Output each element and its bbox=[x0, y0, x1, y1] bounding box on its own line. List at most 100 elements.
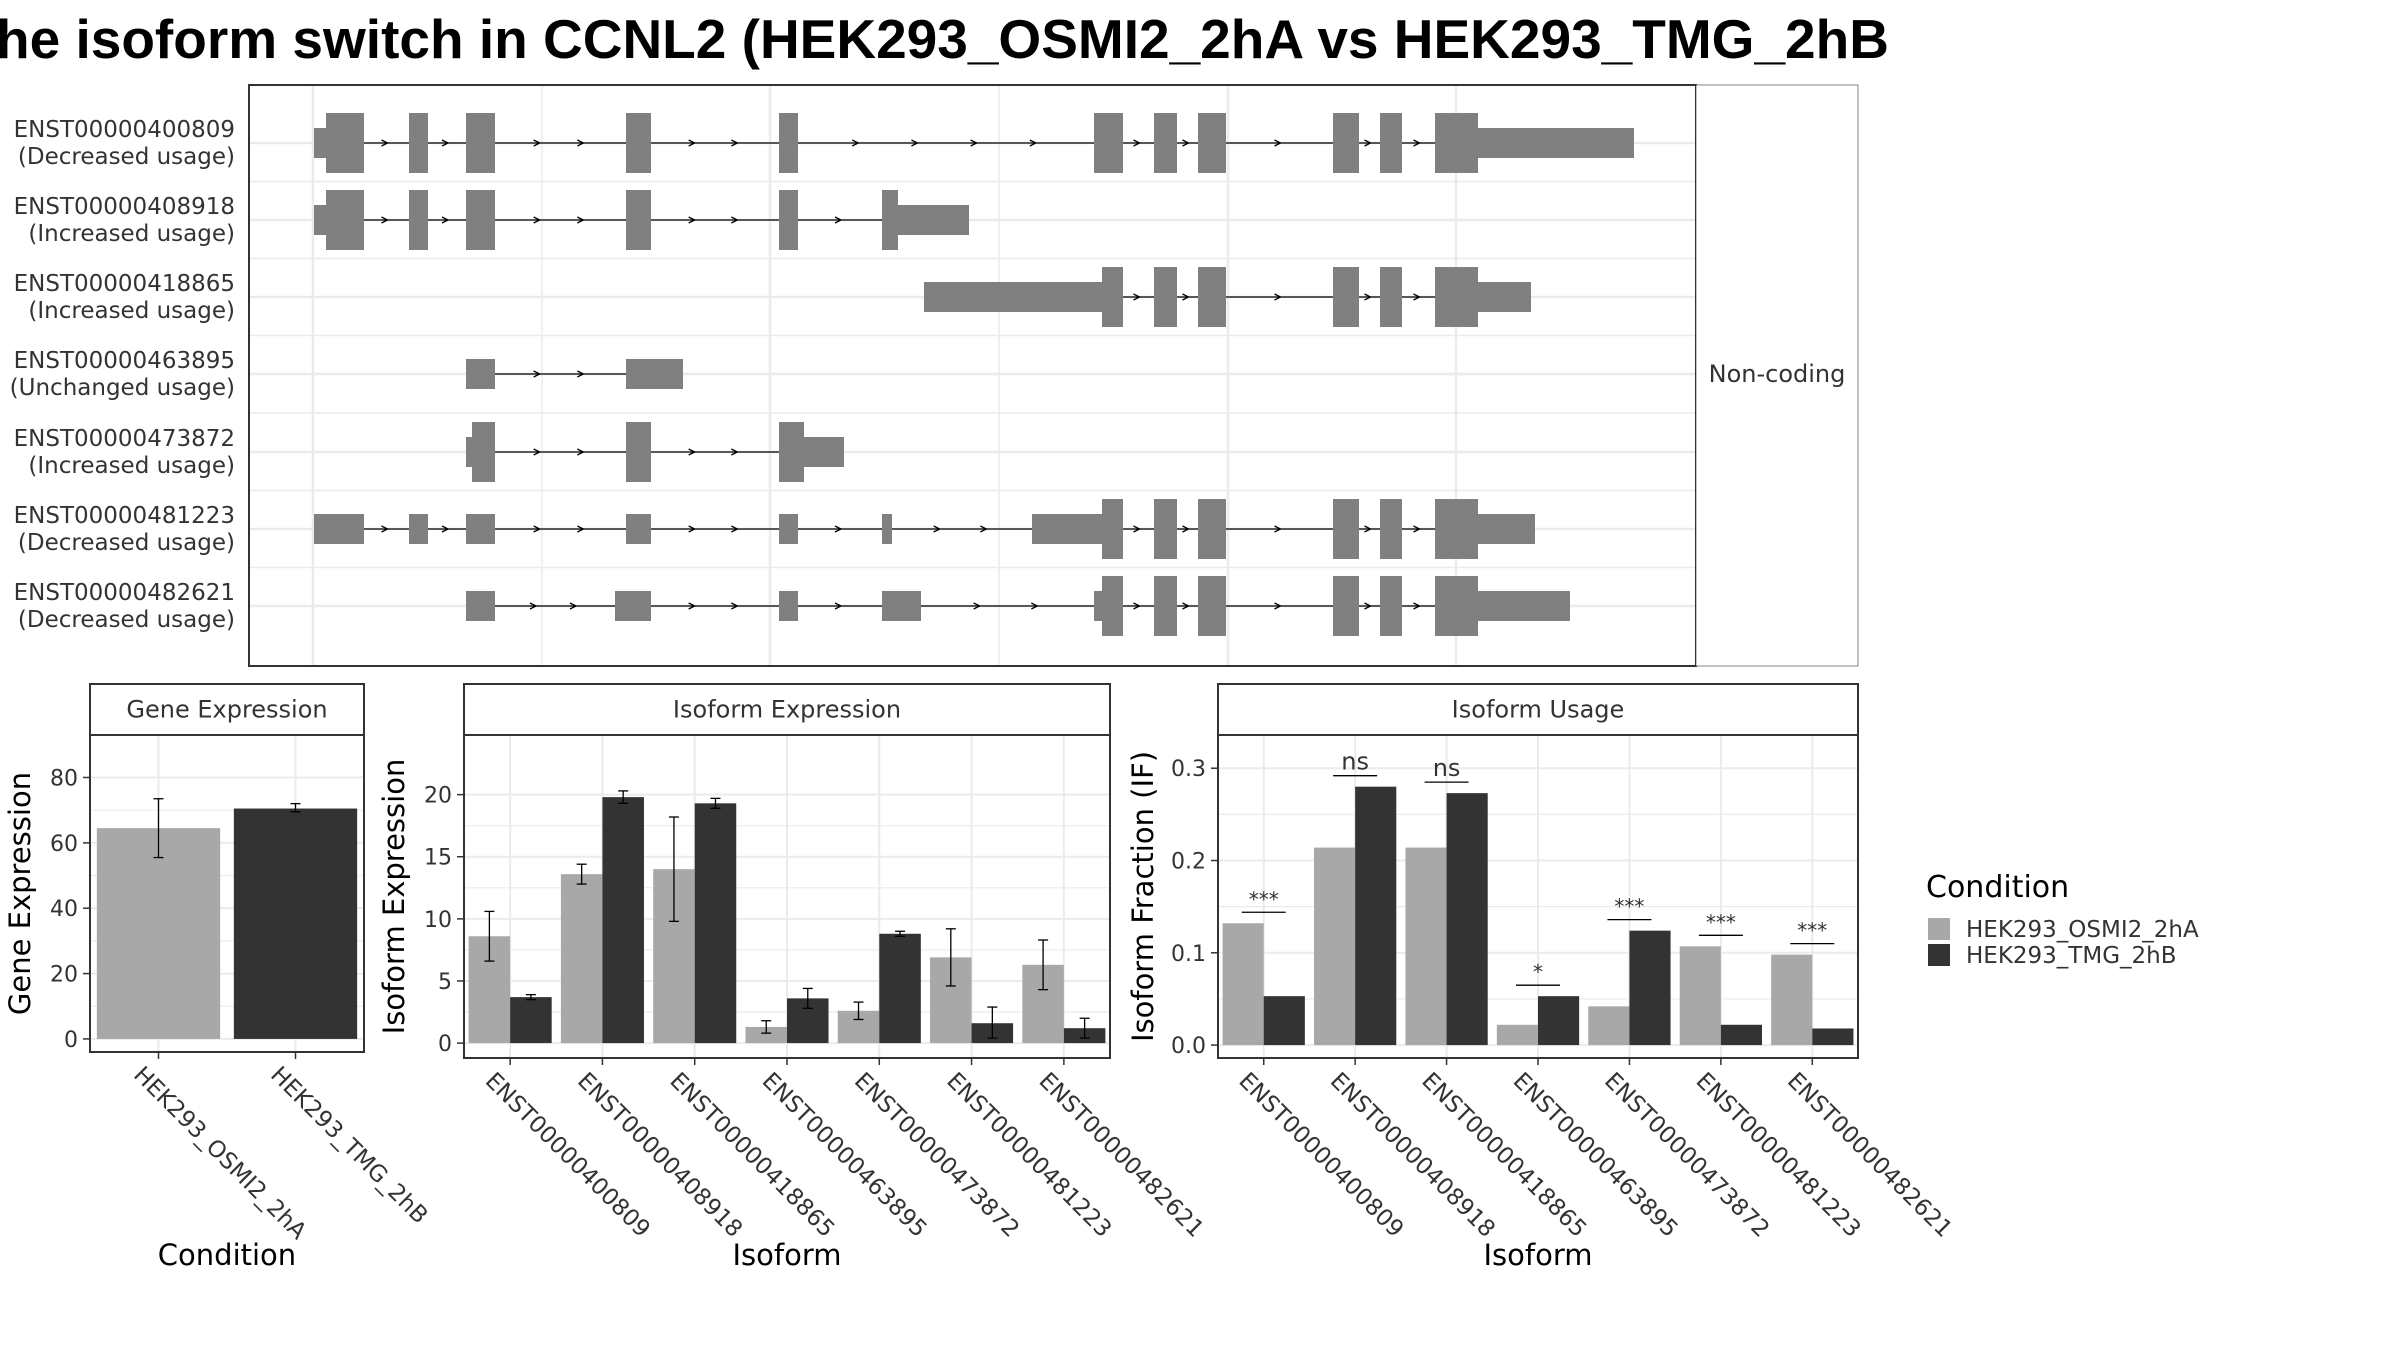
intron-arrow bbox=[851, 139, 860, 147]
legend-swatch bbox=[1928, 918, 1950, 940]
intron-arrow bbox=[533, 216, 542, 224]
bar bbox=[1496, 1024, 1538, 1046]
intron-arrow bbox=[1031, 602, 1039, 610]
bar bbox=[1538, 996, 1580, 1046]
x-tick-label: ENST00000463895 bbox=[1508, 1068, 1683, 1243]
error-bar bbox=[668, 816, 679, 922]
legend-title: Condition bbox=[1926, 870, 2069, 905]
intron-arrow bbox=[688, 602, 697, 610]
intron-arrow bbox=[731, 525, 739, 533]
facet-strip bbox=[1695, 84, 1859, 667]
intron-arrow bbox=[1182, 139, 1190, 147]
x-tick-label: ENST00000408918 bbox=[1325, 1068, 1500, 1243]
y-tick-label: 10 bbox=[424, 908, 452, 933]
exon bbox=[1154, 113, 1177, 173]
exon bbox=[1380, 113, 1402, 173]
intron-arrow bbox=[441, 139, 450, 147]
bar bbox=[510, 997, 552, 1044]
error-bar bbox=[525, 993, 536, 1001]
x-tick-label: HEK293_TMG_2hB bbox=[265, 1062, 432, 1229]
significance-label: ns bbox=[1433, 754, 1461, 782]
exon bbox=[779, 591, 798, 621]
intron-arrow bbox=[1182, 293, 1190, 301]
error-bar bbox=[853, 1001, 864, 1021]
y-tick-label: 0.1 bbox=[1171, 942, 1206, 967]
intron-arrow bbox=[970, 139, 979, 147]
exon bbox=[626, 190, 651, 250]
intron-arrow bbox=[533, 139, 542, 147]
exon bbox=[1094, 591, 1102, 621]
error-bar bbox=[484, 910, 495, 962]
exon bbox=[1333, 499, 1359, 559]
intron-arrow bbox=[533, 448, 542, 456]
intron-arrow bbox=[834, 216, 843, 224]
y-tick-label: 20 bbox=[424, 784, 452, 809]
intron-arrow bbox=[381, 525, 389, 533]
intron-arrow bbox=[1274, 139, 1282, 147]
bar bbox=[1405, 847, 1447, 1046]
intron-arrow bbox=[1133, 602, 1141, 610]
transcript-track bbox=[924, 267, 1531, 327]
intron-arrow bbox=[731, 602, 739, 610]
significance-label: * bbox=[1533, 960, 1543, 984]
x-tick-label: ENST00000418865 bbox=[1416, 1068, 1591, 1243]
y-tick-label: 15 bbox=[424, 846, 452, 871]
x-axis-title: Condition bbox=[158, 1238, 296, 1272]
bar bbox=[96, 828, 221, 1039]
intron-arrow bbox=[569, 602, 578, 610]
intron-arrow bbox=[933, 525, 942, 533]
significance-label: *** bbox=[1249, 887, 1279, 911]
transcript-id-label: ENST00000481223 bbox=[14, 503, 235, 529]
exon bbox=[1380, 499, 1402, 559]
bar bbox=[1355, 786, 1397, 1046]
intron-arrow bbox=[381, 216, 389, 224]
y-tick-label: 0 bbox=[438, 1032, 452, 1057]
bar bbox=[1314, 847, 1356, 1046]
transcript-id-label: ENST00000473872 bbox=[14, 426, 235, 452]
bar bbox=[745, 1026, 787, 1044]
exon bbox=[1032, 514, 1102, 544]
transcript-track bbox=[314, 190, 969, 250]
exon bbox=[898, 205, 969, 235]
error-bar bbox=[576, 863, 587, 885]
intron-arrow bbox=[577, 448, 585, 456]
exon bbox=[626, 113, 651, 173]
intron-arrow bbox=[577, 370, 585, 378]
exon bbox=[882, 190, 898, 250]
significance-label: ns bbox=[1341, 748, 1369, 776]
intron-arrow bbox=[1133, 139, 1141, 147]
intron-arrow bbox=[1182, 525, 1190, 533]
x-tick-label: ENST00000473872 bbox=[1599, 1068, 1774, 1243]
facet-strip-title: Isoform Expression bbox=[673, 696, 901, 724]
transcript-track bbox=[466, 576, 1570, 636]
x-tick-label: ENST00000408918 bbox=[572, 1068, 747, 1243]
exon bbox=[466, 437, 472, 467]
x-tick-label: ENST00000481223 bbox=[1691, 1068, 1866, 1243]
transcript-usage-label: (Decreased usage) bbox=[18, 144, 235, 170]
facet-strip bbox=[463, 683, 1111, 736]
exon bbox=[466, 359, 495, 389]
intron-arrow bbox=[577, 216, 585, 224]
intron-arrow bbox=[1413, 525, 1421, 533]
x-tick-label: ENST00000400809 bbox=[1233, 1068, 1408, 1243]
exon bbox=[472, 422, 495, 482]
exon bbox=[779, 514, 798, 544]
bar bbox=[1679, 946, 1721, 1046]
intron-arrow bbox=[1413, 293, 1421, 301]
bar bbox=[1771, 954, 1813, 1046]
intron-arrow bbox=[834, 525, 843, 533]
exon bbox=[924, 282, 1102, 312]
transcript-id-label: ENST00000408918 bbox=[14, 194, 235, 220]
exon bbox=[1198, 113, 1226, 173]
y-axis-title: Gene Expression bbox=[3, 772, 37, 1015]
exon bbox=[1198, 267, 1226, 327]
intron-arrow bbox=[577, 525, 585, 533]
exon bbox=[882, 591, 921, 621]
legend-label: HEK293_TMG_2hB bbox=[1966, 943, 2177, 969]
transcript-id-label: ENST00000418865 bbox=[14, 271, 235, 297]
intron-arrow bbox=[688, 216, 697, 224]
exon bbox=[626, 514, 651, 544]
exon bbox=[1102, 499, 1123, 559]
error-bar bbox=[895, 930, 906, 937]
error-bar bbox=[987, 1006, 998, 1039]
